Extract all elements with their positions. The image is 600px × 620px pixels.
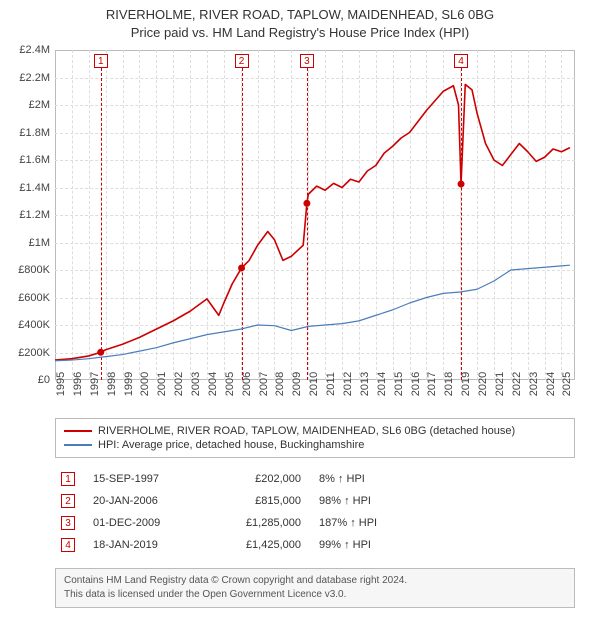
table-row: 4 18-JAN-2019 £1,425,000 99% ↑ HPI xyxy=(55,534,575,556)
y-axis-tick-label: £1.6M xyxy=(19,154,50,166)
legend-swatch-hpi xyxy=(64,444,92,446)
sale-point-icon xyxy=(97,349,104,356)
series-line-hpi xyxy=(55,265,570,361)
event-marker-icon: 1 xyxy=(61,472,75,486)
y-axis-tick-label: £1M xyxy=(29,237,50,249)
legend-label-hpi: HPI: Average price, detached house, Buck… xyxy=(98,439,364,451)
event-price: £1,425,000 xyxy=(211,539,301,551)
y-axis-tick-label: £2.4M xyxy=(19,44,50,56)
y-axis-tick-label: £2.2M xyxy=(19,72,50,84)
legend-label-property: RIVERHOLME, RIVER ROAD, TAPLOW, MAIDENHE… xyxy=(98,425,515,437)
y-axis-tick-label: £400K xyxy=(18,319,50,331)
y-axis-tick-label: £200K xyxy=(18,347,50,359)
event-date: 01-DEC-2009 xyxy=(93,517,193,529)
event-pct: 8% ↑ HPI xyxy=(319,473,429,485)
table-row: 1 15-SEP-1997 £202,000 8% ↑ HPI xyxy=(55,468,575,490)
title-line-1: RIVERHOLME, RIVER ROAD, TAPLOW, MAIDENHE… xyxy=(0,6,600,24)
y-axis-tick-label: £600K xyxy=(18,292,50,304)
table-row: 3 01-DEC-2009 £1,285,000 187% ↑ HPI xyxy=(55,512,575,534)
y-axis-tick-label: £1.8M xyxy=(19,127,50,139)
legend-swatch-property xyxy=(64,430,92,432)
y-axis-tick-label: £1.2M xyxy=(19,209,50,221)
y-axis-tick-label: £2M xyxy=(29,99,50,111)
title-line-2: Price paid vs. HM Land Registry's House … xyxy=(0,24,600,42)
legend-row: RIVERHOLME, RIVER ROAD, TAPLOW, MAIDENHE… xyxy=(64,424,566,438)
event-price: £815,000 xyxy=(211,495,301,507)
sale-point-icon xyxy=(458,181,465,188)
series-line-property xyxy=(55,84,570,360)
footer: Contains HM Land Registry data © Crown c… xyxy=(55,568,575,608)
legend-row: HPI: Average price, detached house, Buck… xyxy=(64,438,566,452)
footer-line-1: Contains HM Land Registry data © Crown c… xyxy=(64,574,566,588)
table-row: 2 20-JAN-2006 £815,000 98% ↑ HPI xyxy=(55,490,575,512)
event-marker-icon: 3 xyxy=(61,516,75,530)
event-date: 20-JAN-2006 xyxy=(93,495,193,507)
legend: RIVERHOLME, RIVER ROAD, TAPLOW, MAIDENHE… xyxy=(55,418,575,458)
y-axis-tick-label: £0 xyxy=(38,374,50,386)
sale-point-icon xyxy=(303,200,310,207)
event-pct: 99% ↑ HPI xyxy=(319,539,429,551)
event-date: 15-SEP-1997 xyxy=(93,473,193,485)
y-axis-tick-label: £800K xyxy=(18,264,50,276)
title-block: RIVERHOLME, RIVER ROAD, TAPLOW, MAIDENHE… xyxy=(0,0,600,42)
event-date: 18-JAN-2019 xyxy=(93,539,193,551)
footer-line-2: This data is licensed under the Open Gov… xyxy=(64,588,566,602)
event-price: £1,285,000 xyxy=(211,517,301,529)
chart-lines xyxy=(55,50,575,380)
event-marker-icon: 4 xyxy=(61,538,75,552)
events-table: 1 15-SEP-1997 £202,000 8% ↑ HPI 2 20-JAN… xyxy=(55,468,575,556)
event-price: £202,000 xyxy=(211,473,301,485)
event-pct: 98% ↑ HPI xyxy=(319,495,429,507)
y-axis-tick-label: £1.4M xyxy=(19,182,50,194)
event-pct: 187% ↑ HPI xyxy=(319,517,429,529)
event-marker-icon: 2 xyxy=(61,494,75,508)
sale-point-icon xyxy=(238,264,245,271)
